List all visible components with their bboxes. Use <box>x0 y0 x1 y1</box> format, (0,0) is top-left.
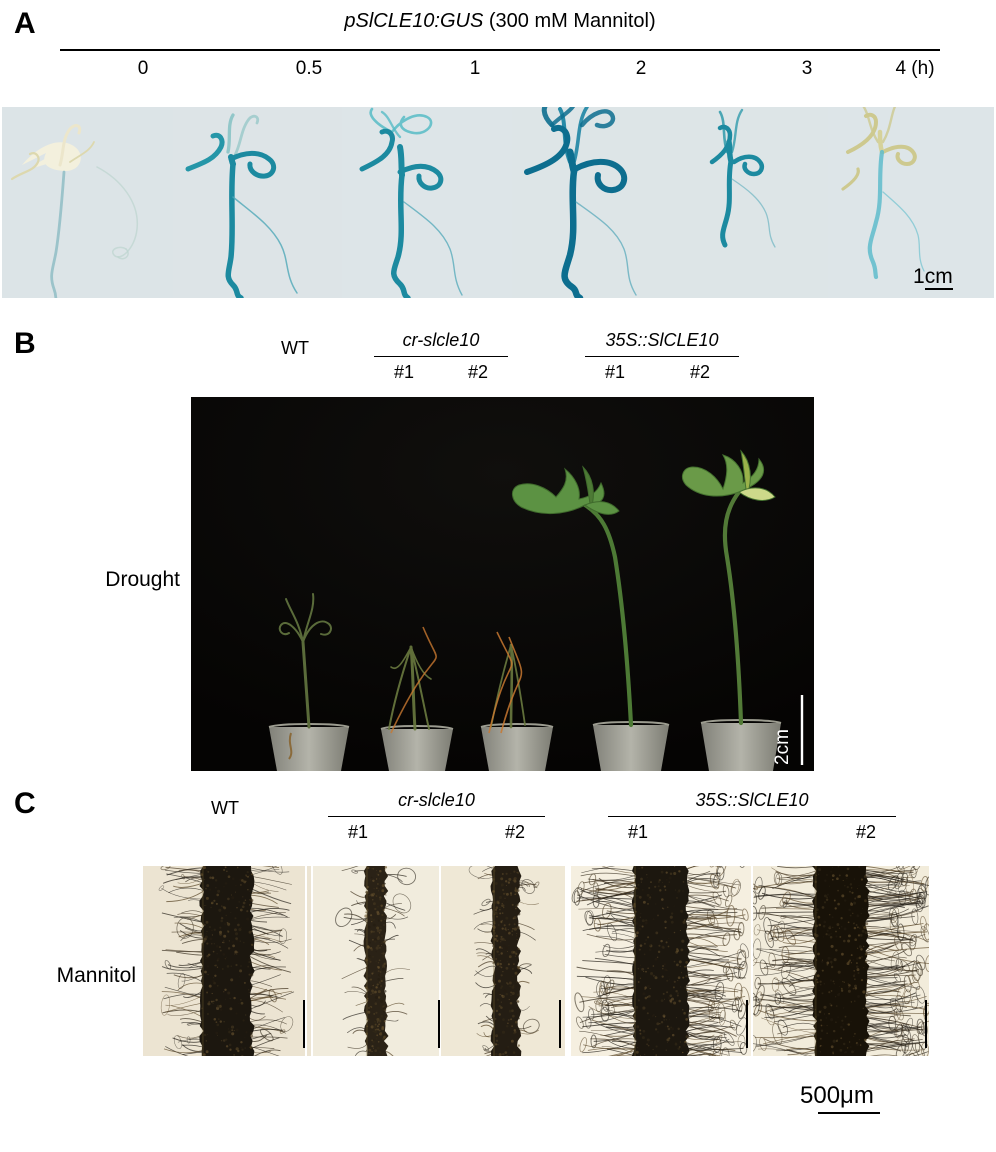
svg-text:2cm: 2cm <box>772 729 793 765</box>
